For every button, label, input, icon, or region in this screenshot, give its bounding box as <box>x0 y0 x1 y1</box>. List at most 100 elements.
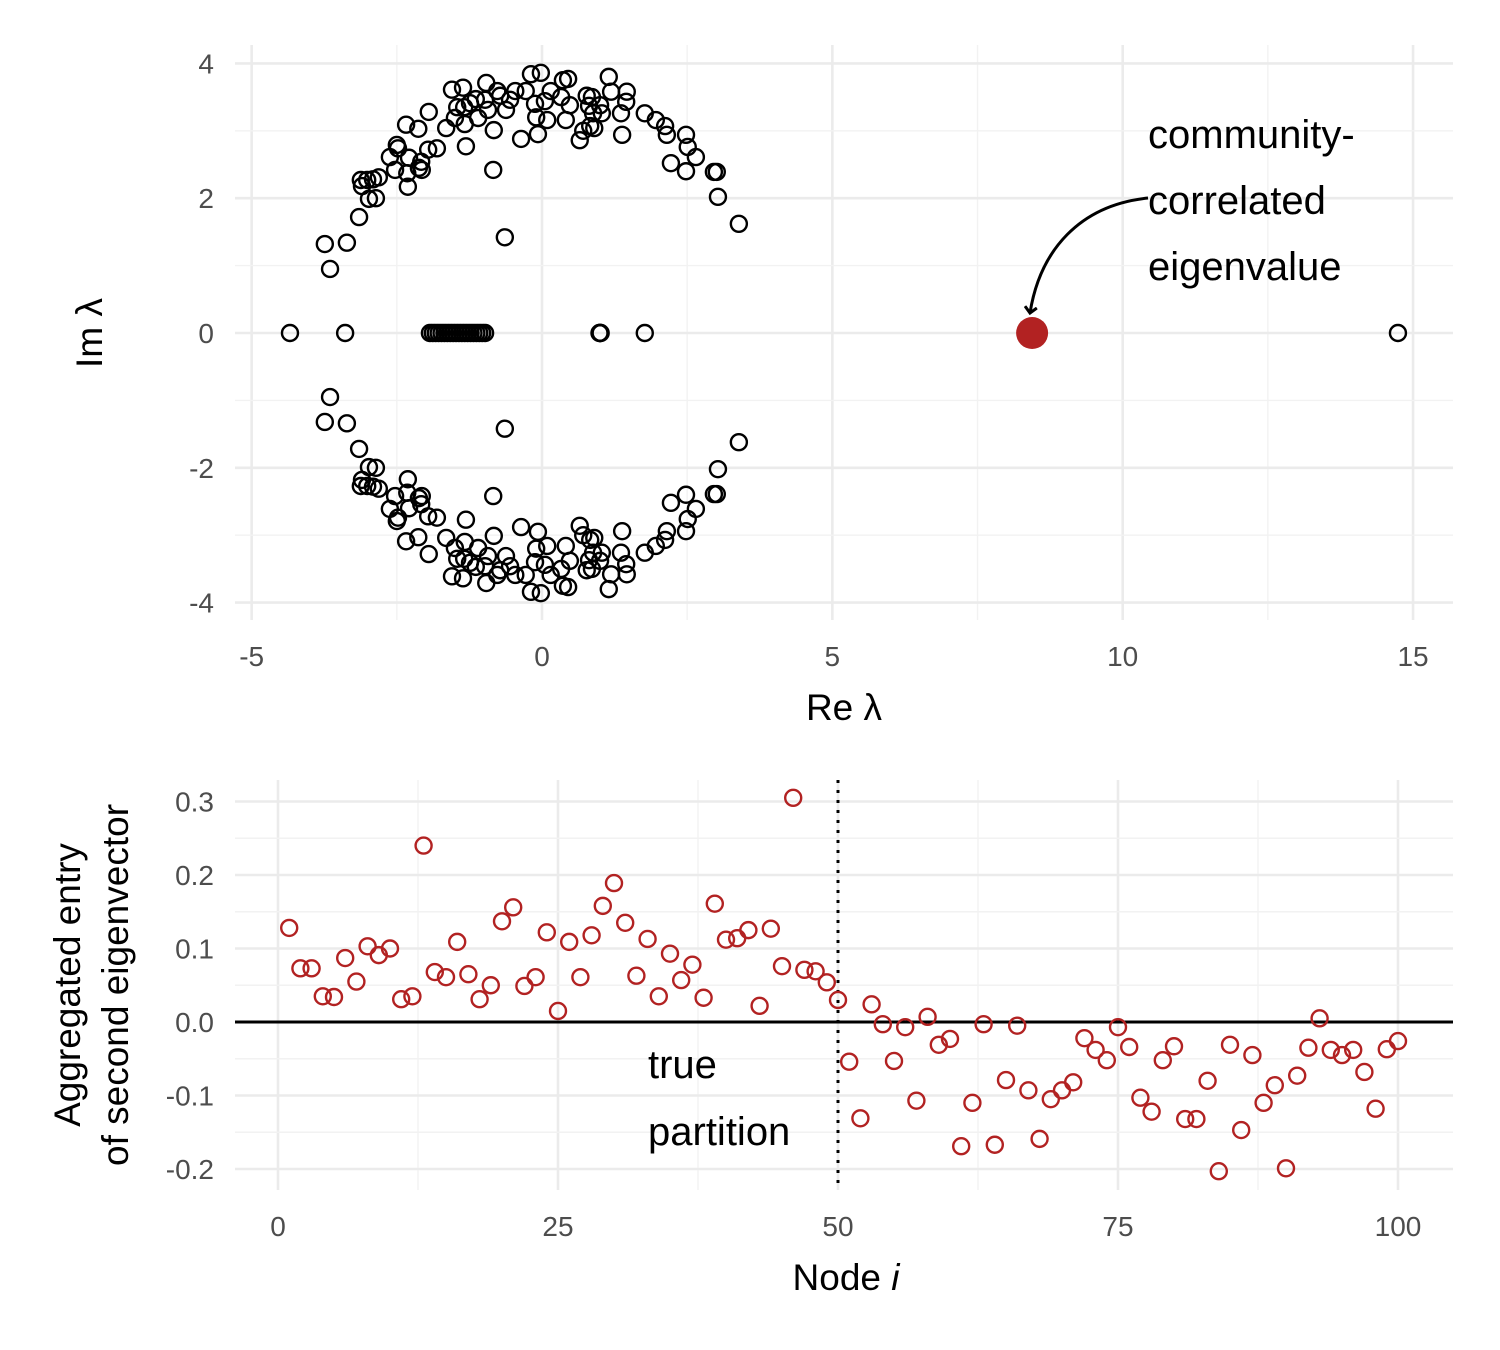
eigenvalue-point <box>601 82 621 101</box>
node-point <box>1131 1088 1150 1107</box>
eigenvalue-point <box>388 508 408 527</box>
node-point <box>1276 1159 1296 1178</box>
eigenvalue-point <box>676 162 696 181</box>
eigenvalue-point <box>729 432 749 452</box>
eigenvalue-point <box>1388 323 1408 343</box>
eigenvalue-point <box>477 73 496 93</box>
node-point <box>884 1051 904 1071</box>
eigenvalue-point <box>484 120 504 140</box>
eigenvalue-point <box>335 323 355 343</box>
node-point <box>1321 1040 1341 1060</box>
eigenvalue-point <box>611 104 631 123</box>
eigenvalue-point <box>478 546 498 566</box>
eigenvalue-point <box>366 188 386 208</box>
eigenvalue-point <box>531 63 551 83</box>
eigenvalue-point <box>456 137 476 156</box>
eigenvalue-point <box>617 82 636 101</box>
eigenvalue-point <box>315 412 335 432</box>
node-point <box>616 913 635 932</box>
bottom-y-tick: -0.1 <box>166 1081 214 1112</box>
eigenvalue-point <box>436 528 456 548</box>
node-point <box>291 959 310 978</box>
eigenvalue-point <box>592 543 612 562</box>
node-point <box>280 918 299 938</box>
eigenvalue-point <box>570 516 589 535</box>
node-point <box>907 1091 926 1110</box>
node-point <box>1153 1051 1173 1070</box>
bottom-y-axis-title-line-1: Aggregated entry <box>47 843 88 1127</box>
node-point <box>1299 1038 1318 1057</box>
node-point <box>504 898 523 917</box>
node-point <box>481 976 500 995</box>
eigenvalue-point <box>729 214 749 234</box>
eigenvalue-point <box>560 95 580 115</box>
node-point <box>548 1001 568 1021</box>
node-point <box>582 926 601 945</box>
eigenvalue-point <box>601 565 621 584</box>
node-point <box>1075 1028 1094 1048</box>
eigenvalue-point <box>484 486 503 506</box>
eigenvalue-point <box>657 125 677 145</box>
node-point <box>593 896 612 916</box>
eigenvalue-spectrum-panel: -5 0 5 10 15 -4 -2 0 2 4 Re λ Im λ community- cor… <box>69 45 1453 728</box>
eigenvalue-point <box>585 118 604 138</box>
partition-label-line-1: true <box>648 1043 717 1087</box>
eigenvalue-point <box>369 168 389 187</box>
node-point <box>302 959 321 978</box>
node-point <box>996 1070 1016 1090</box>
top-y-tick: 4 <box>198 48 214 79</box>
node-point <box>649 987 668 1006</box>
node-point <box>1209 1162 1229 1181</box>
node-point <box>1063 1073 1083 1092</box>
top-x-tick: -5 <box>239 641 264 672</box>
eigenvalue-point <box>541 565 560 585</box>
node-point <box>347 972 366 991</box>
eigenvalue-point <box>369 479 389 498</box>
node-point <box>851 1109 870 1128</box>
node-point <box>1355 1062 1374 1082</box>
eigenvalue-point <box>617 92 636 112</box>
node-point <box>392 990 411 1009</box>
bottom-tick-labels: 0 25 50 75 100 -0.2 -0.1 0.0 0.1 0.2 0.3 <box>166 787 1422 1243</box>
node-point <box>1220 1035 1240 1054</box>
node-point <box>940 1029 960 1049</box>
node-point <box>683 955 702 974</box>
eigenvalue-point <box>484 160 503 180</box>
eigenvalue-point <box>676 125 696 145</box>
eigenvalue-point <box>676 521 696 541</box>
eigenvalue-point <box>409 528 428 547</box>
eigenvalue-point <box>484 526 504 546</box>
eigenvalue-point <box>506 81 525 101</box>
eigenvalue-point <box>585 528 604 548</box>
eigenvalue-point <box>351 170 371 190</box>
eigenvalue-point <box>358 476 377 496</box>
node-point <box>705 894 724 913</box>
eigenvalue-point <box>617 554 636 574</box>
eigenvalue-point <box>320 259 340 279</box>
node-point <box>862 995 881 1014</box>
node-point <box>1086 1040 1105 1060</box>
eigenvalue-point <box>617 565 636 584</box>
top-y-axis-title: Im λ <box>69 298 110 368</box>
eigenvalue-point <box>349 207 369 227</box>
eigenvalue-point <box>412 160 431 180</box>
annotation-line-1: community- <box>1148 113 1355 157</box>
eigenvalue-point <box>707 162 726 182</box>
node-point <box>1041 1089 1061 1109</box>
eigenvector-entries-panel: 0 25 50 75 100 -0.2 -0.1 0.0 0.1 0.2 0.3 true part… <box>47 780 1453 1298</box>
eigenvalue-point <box>646 536 666 556</box>
node-point <box>1287 1066 1307 1085</box>
node-point <box>873 1015 892 1034</box>
eigenvalue-point <box>599 67 618 87</box>
eigenvalue-point <box>511 517 531 537</box>
eigenvalue-point <box>570 131 589 150</box>
eigenvalue-point <box>337 233 357 252</box>
top-y-tick: 0 <box>198 318 214 349</box>
eigenvalue-point <box>453 78 473 97</box>
eigenvalue-point <box>427 508 447 527</box>
eigenvalue-point <box>655 530 675 550</box>
node-point <box>817 973 836 992</box>
eigenvalue-point <box>442 567 462 586</box>
eigenvalue-point <box>541 81 560 101</box>
eigenvalue-point <box>448 98 467 117</box>
